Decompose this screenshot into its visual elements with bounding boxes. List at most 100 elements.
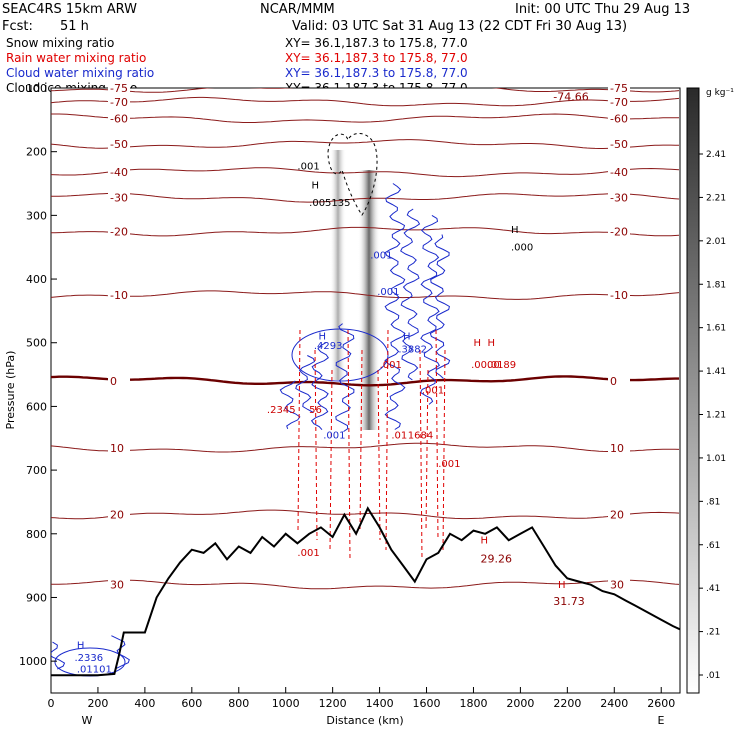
legend-xy: XY= 36.1,187.3 to 175.8, 77.0 [285, 51, 468, 65]
y-axis: 100 200 300 400 500 600 700 800 900 1000 [19, 82, 57, 668]
colorbar-tick-label: 2.21 [706, 193, 726, 203]
colorbar-tick-label: .41 [706, 584, 720, 594]
colorbar-tick-label: 1.61 [706, 324, 726, 334]
isotherm-label: 10 [610, 442, 624, 455]
colorbar-tick-label: 2.41 [706, 150, 726, 160]
isotherm-labels: -75 -75-70 -70-60 -60-50 -50-40 -40-30 -30-20-… [108, 82, 630, 592]
legend: Snow mixing ratio XY= 36.1,187.3 to 175.8… [6, 36, 468, 95]
rain-water-contour [419, 349, 423, 561]
y-tick-label: 800 [26, 528, 47, 541]
contour-annotation: .001 [323, 430, 345, 441]
snow-contours [327, 132, 378, 216]
isotherm-label: -50 [110, 138, 128, 151]
contour-annotation: .001 [380, 360, 402, 371]
contour-annotation: .2345 [267, 405, 296, 416]
y-tick-label: 100 [26, 82, 47, 95]
isotherm-label: -40 [110, 166, 128, 179]
y-tick-label: 200 [26, 146, 47, 159]
contour-annotation: .4293 [314, 341, 343, 352]
isotherm-label: -60 [110, 113, 128, 126]
isotherm-label: 30 [110, 579, 124, 592]
isotherm-line [51, 375, 679, 387]
isotherm-label: -10 [610, 289, 628, 302]
x-tick-label: 2600 [647, 697, 675, 710]
x-tick-label: 600 [181, 697, 202, 710]
colorbar-tick-label: .21 [706, 628, 720, 638]
isotherm-label: 0 [610, 375, 617, 388]
contour-annotation: 31.73 [553, 595, 585, 608]
isotherm-line [51, 226, 680, 237]
contour-annotation: 1684 [408, 430, 433, 441]
colorbar-tick-label: 1.81 [706, 280, 726, 290]
contour-annotation: .005135 [309, 198, 350, 209]
fcst-label: Fcst: [2, 19, 33, 34]
x-tick-label: 1800 [459, 697, 487, 710]
isotherm-label: -60 [610, 113, 628, 126]
rain-water-contour [377, 369, 381, 541]
isotherm-label: -70 [610, 96, 628, 109]
colorbar-tick-label: .01 [706, 671, 720, 681]
isotherm-line [51, 113, 680, 123]
contour-annotation: H [558, 580, 566, 591]
colorbar-unit: g kg⁻¹ [706, 88, 734, 98]
colorbar-tick-label: .81 [706, 497, 720, 507]
isotherm-label: 20 [610, 509, 624, 522]
contour-annotation: 29.26 [481, 552, 513, 565]
isotherm-label: -20 [110, 225, 128, 238]
colorbar-tick-label: .61 [706, 541, 720, 551]
contour-annotation: H [488, 338, 496, 349]
cloud-water-contour [51, 641, 66, 670]
contour-annotation: H [403, 332, 411, 343]
rain-water-contour [435, 329, 439, 541]
rain-water-contour [385, 329, 389, 551]
contour-annotation: .0189 [488, 360, 517, 371]
contour-annotation: H [319, 332, 327, 343]
contour-annotation: H [473, 338, 481, 349]
isotherm-line [51, 96, 680, 107]
rain-water-contour [425, 369, 429, 531]
x-tick-label: 1400 [366, 697, 394, 710]
colorbar-tick-label: 1.01 [706, 454, 726, 464]
x-axis: 0 200 400 600 800 1000 1200 1400 1600 1800 2000 220… [48, 687, 675, 710]
y-axis-label: Pressure (hPa) [4, 351, 17, 430]
isotherm-label: 10 [110, 442, 124, 455]
cloud-water-contour [384, 183, 406, 430]
y-tick-label: 600 [26, 400, 47, 413]
isotherm-line [51, 290, 680, 300]
legend-xy: XY= 36.1,187.3 to 175.8, 77.0 [285, 66, 468, 80]
rain-water-contour [297, 329, 301, 531]
contour-annotation: H [481, 535, 489, 546]
legend-entry: Rain water mixing ratio [6, 51, 146, 65]
isotherm-line [51, 442, 680, 453]
cloud-water-contour [310, 342, 329, 431]
rain-water-contour [314, 349, 318, 541]
east-label: E [658, 714, 665, 727]
contour-annotation: .001 [438, 459, 460, 470]
isotherm-line [51, 139, 680, 149]
isotherm-label: -30 [610, 192, 628, 205]
isotherm-label: -70 [110, 96, 128, 109]
isotherm-line [51, 88, 680, 93]
x-tick-label: 200 [87, 697, 108, 710]
isotherm-label: 30 [610, 579, 624, 592]
isotherm-label: -20 [610, 225, 628, 238]
x-tick-label: 2000 [506, 697, 534, 710]
contour-annotation: .001 [370, 251, 392, 262]
snow-contour [327, 132, 378, 216]
snow-shading-plume [330, 150, 346, 380]
x-tick-label: 1200 [319, 697, 347, 710]
x-tick-label: 400 [134, 697, 155, 710]
fcst-value: 51 h [60, 19, 89, 34]
colorbar-ticks: 2.41 2.21 2.01 1.81 1.61 1.41 1.21 1.01 .81 .61 .4… [699, 150, 726, 681]
colorbar-tick-label: 2.01 [706, 237, 726, 247]
cloud-water-contour [295, 355, 316, 413]
contour-annotations: -74.66H.005135.001H.000.001.001H.4293H.3… [74, 91, 588, 676]
contour-annotation: .001 [297, 548, 319, 559]
isotherm-label: -40 [610, 166, 628, 179]
cloud-water-contour [429, 234, 451, 379]
contour-annotation: .01 [391, 430, 407, 441]
isotherm-label: -10 [110, 289, 128, 302]
contour-annotation: -74.66 [553, 91, 588, 104]
legend-xy: XY= 36.1,187.3 to 175.8, 77.0 [285, 36, 468, 50]
